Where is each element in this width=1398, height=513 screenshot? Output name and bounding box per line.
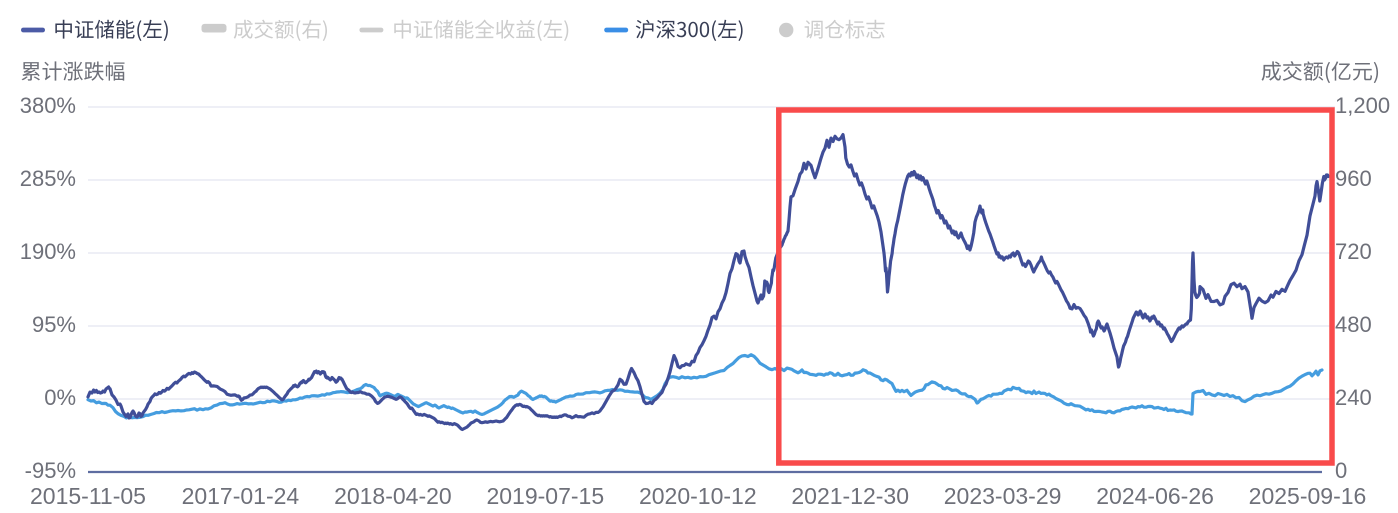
svg-text:95%: 95% xyxy=(32,312,76,337)
svg-text:2021-12-30: 2021-12-30 xyxy=(791,483,909,509)
svg-text:380%: 380% xyxy=(20,93,76,118)
svg-text:2023-03-29: 2023-03-29 xyxy=(944,483,1062,509)
svg-text:285%: 285% xyxy=(20,166,76,191)
svg-text:2020-10-12: 2020-10-12 xyxy=(639,483,757,509)
svg-text:2024-06-26: 2024-06-26 xyxy=(1096,483,1214,509)
svg-text:0: 0 xyxy=(1335,458,1347,483)
svg-text:190%: 190% xyxy=(20,239,76,264)
svg-text:960: 960 xyxy=(1335,166,1372,191)
svg-text:480: 480 xyxy=(1335,312,1372,337)
svg-text:-95%: -95% xyxy=(25,458,76,483)
svg-text:2025-09-16: 2025-09-16 xyxy=(1249,483,1367,509)
svg-text:0%: 0% xyxy=(44,385,76,410)
svg-text:2017-01-24: 2017-01-24 xyxy=(182,483,300,509)
svg-text:2015-11-05: 2015-11-05 xyxy=(30,483,146,509)
svg-text:2019-07-15: 2019-07-15 xyxy=(486,483,604,509)
svg-text:240: 240 xyxy=(1335,385,1372,410)
svg-text:2018-04-20: 2018-04-20 xyxy=(334,483,452,509)
svg-text:1,200: 1,200 xyxy=(1335,93,1390,118)
svg-text:720: 720 xyxy=(1335,239,1372,264)
